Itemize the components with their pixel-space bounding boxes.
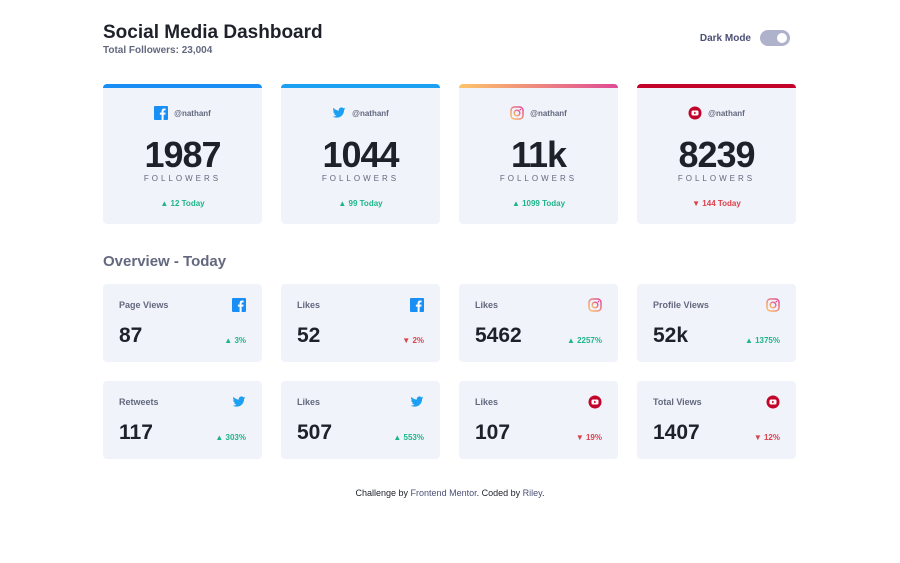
- follower-count: 11k: [510, 134, 567, 175]
- overview-title: Overview - Today: [103, 253, 227, 270]
- twitter-icon: [410, 395, 424, 409]
- follower-count: 1987: [144, 134, 221, 175]
- overview-value: 52k: [653, 324, 689, 347]
- overview-value: 5462: [475, 324, 522, 347]
- overview-percent: ▼ 19%: [575, 433, 602, 442]
- overview-percent: ▲ 553%: [393, 433, 424, 442]
- dark-mode-label: Dark Mode: [699, 33, 751, 44]
- dashboard-header: Social Media Dashboard Total Followers: …: [103, 20, 797, 60]
- overview-percent: ▼ 2%: [402, 336, 424, 345]
- youtube-icon: [588, 395, 602, 409]
- footer-suffix: .: [541, 488, 545, 498]
- overview-card-twitter-likes[interactable]: Likes 507 ▲ 553%: [281, 381, 440, 459]
- overview-label: Likes: [297, 300, 321, 310]
- dark-mode-toggle[interactable]: [760, 30, 790, 46]
- overview-percent: ▲ 303%: [215, 433, 246, 442]
- author-link[interactable]: Riley: [522, 488, 542, 498]
- overview-label: Likes: [475, 300, 499, 310]
- today-delta: ▲ 99 Today: [338, 199, 383, 208]
- followers-card-twitter[interactable]: @nathanf 1044 FOLLOWERS ▲ 99 Today: [281, 84, 440, 224]
- card-handle: @nathanf: [352, 108, 389, 118]
- followers-card-instagram[interactable]: @nathanf 11k FOLLOWERS ▲ 1099 Today: [459, 84, 618, 224]
- instagram-icon: [588, 298, 602, 312]
- total-followers: Total Followers: 23,004: [103, 45, 213, 56]
- followers-label: FOLLOWERS: [499, 174, 578, 183]
- followers-card-youtube[interactable]: @nathanf 8239 FOLLOWERS ▼ 144 Today: [637, 84, 796, 224]
- overview-value: 1407: [653, 421, 700, 444]
- overview-label: Likes: [475, 397, 499, 407]
- overview-value: 107: [475, 421, 511, 444]
- overview-value: 52: [297, 324, 321, 347]
- followers-label: FOLLOWERS: [677, 174, 756, 183]
- footer-prefix: Challenge by: [355, 488, 411, 498]
- twitter-icon: [232, 395, 246, 409]
- follower-count: 8239: [678, 134, 755, 175]
- overview-card-youtube-total-views[interactable]: Total Views 1407 ▼ 12%: [637, 381, 796, 459]
- overview-label: Page Views: [119, 300, 169, 310]
- page-title: Social Media Dashboard: [103, 22, 323, 43]
- card-accent-bar: [103, 84, 262, 88]
- overview-percent: ▼ 12%: [753, 433, 780, 442]
- overview-card-youtube-likes[interactable]: Likes 107 ▼ 19%: [459, 381, 618, 459]
- toggle-knob: [777, 33, 787, 43]
- card-handle: @nathanf: [708, 108, 745, 118]
- follower-count: 1044: [322, 134, 399, 175]
- card-accent-bar: [459, 84, 618, 88]
- footer-middle: . Coded by: [476, 488, 523, 498]
- facebook-icon: [410, 298, 424, 312]
- overview-card-facebook-likes[interactable]: Likes 52 ▼ 2%: [281, 284, 440, 362]
- overview-card-instagram-profile-views[interactable]: Profile Views 52k ▲ 1375%: [637, 284, 796, 362]
- followers-card-facebook[interactable]: @nathanf 1987 FOLLOWERS ▲ 12 Today: [103, 84, 262, 224]
- overview-label: Profile Views: [653, 300, 709, 310]
- today-delta: ▲ 12 Today: [160, 199, 205, 208]
- overview-card-instagram-likes[interactable]: Likes 5462 ▲ 2257%: [459, 284, 618, 362]
- today-delta: ▲ 1099 Today: [511, 199, 566, 208]
- overview-value: 117: [119, 421, 153, 444]
- frontend-mentor-link[interactable]: Frontend Mentor: [410, 488, 477, 498]
- overview-card-twitter-retweets[interactable]: Retweets 117 ▲ 303%: [103, 381, 262, 459]
- followers-label: FOLLOWERS: [143, 174, 222, 183]
- today-delta: ▼ 144 Today: [692, 199, 741, 208]
- card-handle: @nathanf: [530, 108, 567, 118]
- overview-percent: ▲ 2257%: [566, 336, 602, 345]
- facebook-icon: [232, 298, 246, 312]
- overview-percent: ▲ 3%: [224, 336, 246, 345]
- followers-label: FOLLOWERS: [321, 174, 400, 183]
- instagram-icon: [510, 106, 524, 120]
- facebook-icon: [154, 106, 169, 120]
- card-handle: @nathanf: [174, 108, 211, 118]
- overview-value: 87: [119, 324, 143, 347]
- overview-label: Likes: [297, 397, 321, 407]
- overview-percent: ▲ 1375%: [744, 336, 780, 345]
- card-accent-bar: [637, 84, 796, 88]
- card-accent-bar: [281, 84, 440, 88]
- overview-label: Retweets: [119, 397, 159, 407]
- instagram-icon: [766, 298, 780, 312]
- attribution-footer: Challenge by Frontend Mentor. Coded by R…: [0, 488, 900, 498]
- overview-card-facebook-page-views[interactable]: Page Views 87 ▲ 3%: [103, 284, 262, 362]
- twitter-icon: [332, 106, 346, 120]
- overview-label: Total Views: [653, 397, 702, 407]
- youtube-icon: [688, 106, 702, 120]
- overview-value: 507: [297, 421, 333, 444]
- youtube-icon: [766, 395, 780, 409]
